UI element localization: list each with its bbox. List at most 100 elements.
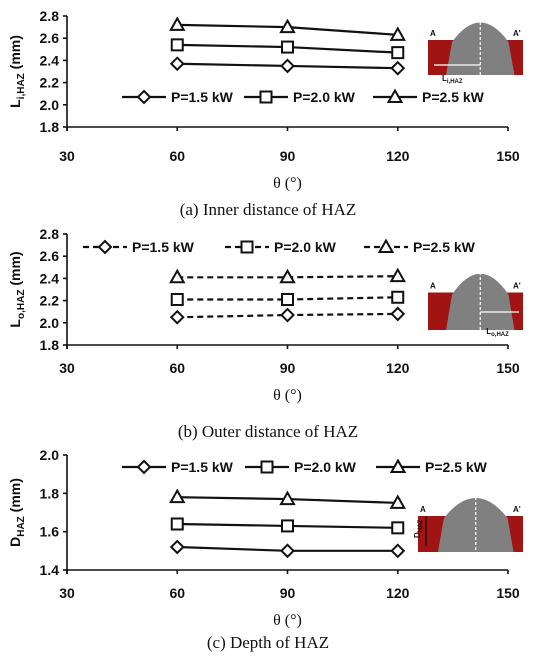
dimension-label: Li,HAZ (442, 74, 463, 85)
y-tick-label: 1.6 (40, 524, 60, 540)
x-tick-label: 90 (280, 148, 296, 164)
x-tick-label: 120 (386, 148, 410, 164)
y-tick-label: 2.6 (40, 30, 60, 46)
x-tick-label: 150 (496, 148, 520, 164)
data-point-diamond (280, 307, 295, 323)
x-axis-label: θ (°) (273, 175, 302, 192)
y-tick-label: 2.2 (40, 293, 60, 309)
y-label-main: L (7, 319, 23, 328)
dimension-label-subscript: HAZ (418, 520, 424, 533)
x-tick-label: 150 (496, 360, 520, 376)
data-point-square (170, 517, 184, 531)
x-tick-label: 30 (59, 360, 75, 376)
data-point-diamond (169, 539, 185, 555)
data-point-square (281, 519, 294, 533)
legend-entry: P=2.0 kW (293, 89, 356, 105)
x-tick-label: 150 (496, 585, 520, 601)
data-point-square (170, 38, 184, 52)
legend-marker-diamond (136, 459, 152, 475)
chart-panel-1: 1.8 2.0 2.2 2.4 2.6 2.8 30 60 90 120 150 Li,HAZ (mm… (7, 7, 523, 219)
data-point-square (170, 292, 184, 306)
data-point-square (391, 290, 405, 304)
data-point-diamond (390, 543, 406, 559)
y-label-main: D (7, 537, 23, 547)
y-tick-label: 1.8 (40, 485, 60, 501)
section-label-a: A (420, 505, 426, 514)
legend-entry: P=1.5 kW (171, 89, 234, 105)
section-label-a-prime: A' (513, 282, 521, 291)
section-label-a-prime: A' (513, 29, 521, 38)
y-axis-label: Lo,HAZ (mm) (7, 251, 27, 327)
dimension-label-main: L (442, 74, 447, 83)
panel-caption: (b) Outer distance of HAZ (178, 422, 358, 441)
x-tick-label: 120 (386, 585, 410, 601)
y-tick-label: 2.0 (40, 315, 60, 331)
data-point-triangle (279, 490, 296, 506)
y-label-main: L (7, 99, 23, 108)
dimension-label-main: L (486, 327, 491, 336)
legend-entry: P=2.0 kW (294, 459, 357, 475)
y-label-unit: (mm) (7, 251, 23, 289)
legend-entry: P=2.0 kW (274, 239, 337, 255)
y-label-subscript: o,HAZ (16, 290, 27, 319)
legend-entry: P=2.5 kW (413, 239, 476, 255)
x-tick-label: 30 (59, 585, 75, 601)
data-point-square (281, 40, 294, 54)
data-point-triangle (389, 267, 406, 283)
dimension-label: DHAZ (413, 520, 424, 538)
legend-marker-diamond (97, 239, 113, 255)
y-tick-label: 2.6 (40, 248, 60, 264)
y-tick-label: 2.4 (40, 270, 60, 286)
data-point-triangle (279, 268, 296, 284)
dimension-label-subscript: o,HAZ (491, 332, 509, 338)
legend-marker-square (260, 460, 274, 474)
legend-marker-square (240, 240, 254, 254)
y-tick-label: 2.4 (40, 52, 60, 68)
legend-marker-triangle (389, 458, 407, 473)
x-tick-label: 120 (386, 360, 410, 376)
data-point-diamond (390, 60, 406, 76)
y-label-unit: (mm) (7, 35, 23, 73)
x-tick-label: 30 (59, 148, 75, 164)
data-point-diamond (280, 58, 295, 74)
data-point-triangle (389, 26, 406, 41)
y-tick-label: 2.2 (40, 75, 60, 91)
chart-panel-2: 1.8 2.0 2.2 2.4 2.6 2.8 30 60 90 120 150 Lo,HAZ (mm… (7, 226, 523, 441)
y-tick-label: 1.8 (40, 119, 60, 135)
data-point-diamond (169, 56, 185, 72)
section-label-a: A (430, 282, 436, 291)
x-tick-label: 90 (280, 585, 296, 601)
x-tick-label: 60 (169, 585, 185, 601)
x-axis-label: θ (°) (273, 387, 302, 404)
dimension-label: Lo,HAZ (486, 327, 509, 338)
y-axis-label: DHAZ (mm) (7, 478, 27, 547)
legend-marker-triangle (377, 238, 395, 253)
y-tick-label: 2.8 (40, 8, 60, 24)
legend-marker-diamond (136, 89, 152, 105)
y-axis-label: Li,HAZ (mm) (7, 35, 27, 108)
y-tick-label: 2.0 (40, 447, 60, 463)
weld-cross-section-inset: A A' Lo,HAZ (428, 257, 523, 338)
dimension-label-main: D (413, 532, 422, 538)
data-point-triangle (169, 16, 186, 31)
legend-entry: P=1.5 kW (171, 459, 234, 475)
dimension-label-subscript: i,HAZ (447, 79, 463, 85)
legend-entry: P=2.5 kW (422, 89, 485, 105)
data-point-square (281, 292, 294, 306)
data-point-triangle (389, 494, 406, 509)
x-tick-label: 60 (169, 360, 185, 376)
legend-entry: P=1.5 kW (132, 239, 195, 255)
data-point-square (391, 521, 405, 535)
data-point-diamond (390, 306, 406, 322)
legend-entry: P=2.5 kW (425, 459, 488, 475)
y-label-subscript: HAZ (16, 516, 27, 537)
panel-caption: (a) Inner distance of HAZ (180, 200, 357, 219)
section-label-a: A (430, 29, 436, 38)
legend-marker-square (259, 90, 273, 104)
y-label-unit: (mm) (7, 478, 23, 516)
y-tick-label: 1.4 (40, 562, 60, 578)
data-point-triangle (279, 18, 296, 34)
data-point-diamond (169, 309, 185, 325)
weld-cross-section-inset: A A' DHAZ (413, 482, 523, 552)
